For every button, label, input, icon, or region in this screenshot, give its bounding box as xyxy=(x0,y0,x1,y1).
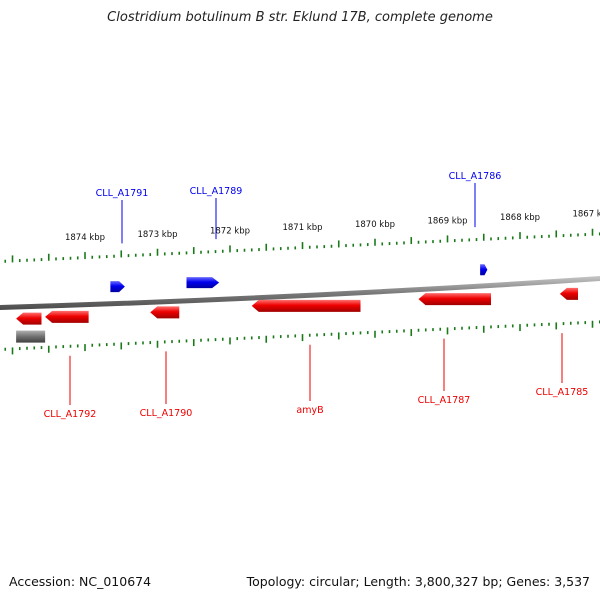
reverse-gene-arrow[interactable] xyxy=(45,310,89,323)
gene-label: CLL_A1789 xyxy=(190,186,243,197)
reverse-gene-arrow[interactable] xyxy=(16,312,42,325)
grey-feature-block[interactable] xyxy=(16,330,46,343)
gene-label: CLL_A1792 xyxy=(44,409,97,420)
reverse-gene-arrow[interactable] xyxy=(251,299,361,312)
gene-label: CLL_A1787 xyxy=(418,395,471,406)
tick-label-group: 1874 kbp 1873 kbp 1872 kbp 1871 kbp 1870 kbp… xyxy=(65,210,600,243)
ruler-label: 1872 kbp xyxy=(210,226,250,236)
gene-label: CLL_A1791 xyxy=(96,188,149,199)
gene-label-group: CLL_A1791 CLL_A1789 CLL_A1786 CLL_A1792 CLL_… xyxy=(44,171,589,420)
ruler-label: 1869 kbp xyxy=(427,216,467,226)
forward-gene-arrow[interactable] xyxy=(186,277,220,289)
genome-backbone xyxy=(0,276,600,310)
forward-gene-arrow[interactable] xyxy=(480,264,488,276)
accession-text: Accession: NC_010674 xyxy=(9,574,152,589)
ruler-label: 1871 kbp xyxy=(282,223,322,233)
genome-title: Clostridium botulinum B str. Eklund 17B,… xyxy=(107,10,493,25)
gene-feature-group xyxy=(16,264,578,343)
ruler-label: 1874 kbp xyxy=(65,233,105,243)
reverse-gene-arrow[interactable] xyxy=(559,287,578,300)
ruler-label: 1868 kbp xyxy=(500,213,540,223)
forward-gene-arrow[interactable] xyxy=(110,281,125,293)
ruler-label: 1873 kbp xyxy=(137,230,177,240)
ruler-label: 1867 kbp xyxy=(572,210,600,220)
gene-label: amyB xyxy=(296,405,323,416)
reverse-gene-arrow[interactable] xyxy=(150,306,180,319)
gene-label: CLL_A1786 xyxy=(449,171,502,182)
gene-label: CLL_A1790 xyxy=(140,408,193,419)
tick-track-bottom xyxy=(4,320,600,355)
gene-label: CLL_A1785 xyxy=(536,387,589,398)
topology-summary-text: Topology: circular; Length: 3,800,327 bp… xyxy=(246,574,590,589)
ruler-label: 1870 kbp xyxy=(355,220,395,230)
tick-track-top xyxy=(4,228,600,263)
reverse-gene-arrow[interactable] xyxy=(418,293,492,306)
